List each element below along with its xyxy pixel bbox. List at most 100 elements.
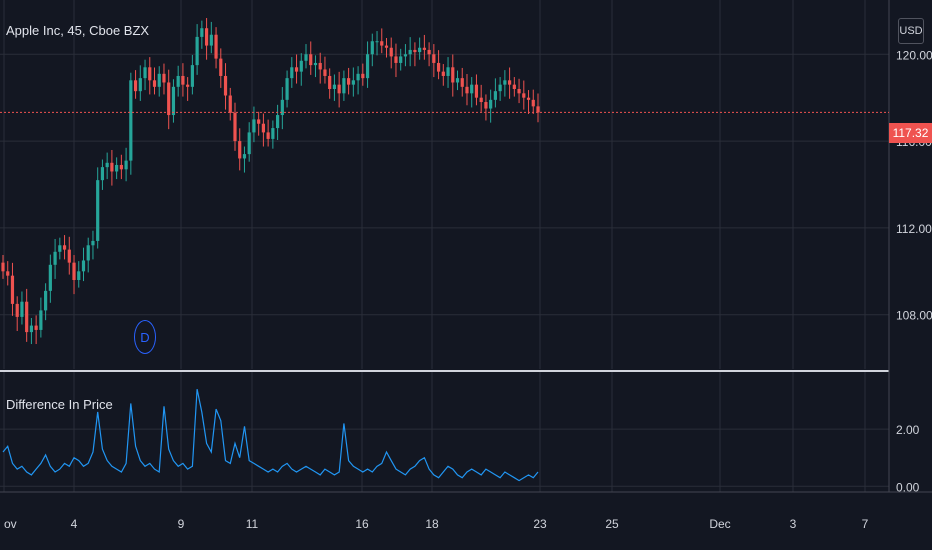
- candle-up: [370, 41, 374, 55]
- candle-down: [167, 82, 171, 116]
- candle-up: [20, 301, 24, 317]
- time-tick-label: Dec: [709, 517, 730, 531]
- currency-button[interactable]: USD: [898, 18, 924, 44]
- candle-down: [441, 71, 445, 76]
- candle-down: [162, 73, 166, 83]
- candle-down: [517, 88, 521, 94]
- indicator-tick-label: 0.00: [896, 480, 920, 494]
- candle-up: [418, 47, 422, 53]
- candle-up: [53, 251, 57, 265]
- time-axis-ticks: ov 4 9 11 16 18 23 25 Dec 3 7: [4, 517, 869, 531]
- candle-down: [347, 78, 351, 85]
- current-price-tag: 117.32: [889, 123, 932, 143]
- candle-up: [280, 99, 284, 116]
- candle-down: [133, 80, 138, 92]
- candle-down: [413, 49, 417, 53]
- candle-down: [389, 47, 393, 57]
- time-tick-label: 23: [533, 517, 547, 531]
- candle-up: [332, 84, 337, 89]
- candle-up: [190, 65, 194, 87]
- candle-up: [129, 80, 133, 161]
- difference-in-price-line: [2, 388, 539, 482]
- candle-down: [228, 95, 232, 113]
- candle-down: [394, 56, 398, 63]
- candle-down: [10, 275, 15, 304]
- candle-up: [290, 67, 294, 79]
- candle-down: [214, 34, 218, 59]
- candle-down: [460, 78, 464, 87]
- indicator-tick-label: 2.00: [896, 423, 920, 437]
- candle-up: [29, 325, 34, 333]
- candle-down: [72, 262, 76, 281]
- candle-down: [148, 67, 152, 81]
- candle-down: [484, 102, 488, 109]
- candle-down: [522, 93, 526, 98]
- candle-up: [403, 54, 408, 57]
- candle-up: [252, 119, 256, 133]
- time-tick-label: 4: [71, 517, 78, 531]
- candle-up: [313, 62, 318, 66]
- candle-up: [299, 60, 303, 72]
- candle-down: [15, 303, 19, 317]
- candle-up: [375, 41, 379, 43]
- indicator-title: Difference In Price: [6, 397, 113, 412]
- candle-down: [152, 80, 157, 87]
- candle-down: [318, 62, 322, 70]
- candle-up: [77, 271, 81, 281]
- candle-down: [110, 162, 114, 172]
- candle-down: [181, 75, 185, 85]
- candle-up: [446, 67, 450, 76]
- candle-up: [365, 54, 370, 79]
- candle-down: [257, 119, 261, 124]
- candle-up: [143, 67, 147, 79]
- candle-up: [356, 73, 360, 81]
- candle-series: [1, 18, 540, 345]
- time-tick-label: 11: [246, 517, 259, 531]
- dividend-marker[interactable]: D: [134, 320, 156, 354]
- candle-down: [25, 301, 29, 333]
- candle-up: [489, 99, 493, 109]
- candle-up: [171, 86, 176, 116]
- candle-up: [408, 49, 412, 55]
- candle-up: [176, 75, 180, 87]
- candle-down: [323, 69, 327, 76]
- candle-up: [271, 128, 275, 139]
- candle-up: [91, 240, 95, 246]
- candle-down: [62, 245, 67, 250]
- candle-down: [223, 75, 228, 96]
- candle-down: [465, 86, 469, 94]
- candle-down: [384, 45, 389, 48]
- candle-down: [422, 47, 426, 50]
- price-tick-label: 112.00: [896, 222, 932, 236]
- candle-up: [138, 78, 142, 92]
- candle-up: [351, 80, 355, 85]
- candle-down: [337, 84, 341, 94]
- time-grid: [3, 0, 866, 492]
- candle-up: [39, 310, 43, 330]
- candle-up: [124, 160, 128, 170]
- time-tick-label: ov: [4, 517, 17, 531]
- candle-down: [512, 84, 516, 89]
- candle-up: [195, 36, 199, 66]
- candle-down: [186, 84, 190, 87]
- candle-down: [479, 97, 483, 103]
- time-tick-label: 9: [178, 517, 185, 531]
- indicator-axis-ticks: 2.00 0.00: [896, 423, 920, 494]
- candle-down: [309, 54, 313, 66]
- candle-down: [536, 106, 540, 113]
- time-tick-label: 7: [862, 517, 869, 531]
- time-tick-label: 18: [425, 517, 439, 531]
- candle-up: [498, 84, 502, 92]
- candle-up: [48, 264, 52, 291]
- candle-down: [233, 112, 237, 142]
- price-grid: [0, 53, 889, 487]
- candle-down: [266, 132, 270, 139]
- candle-up: [58, 245, 62, 252]
- candle-down: [427, 49, 431, 55]
- candle-down: [67, 249, 71, 263]
- price-tick-label: 120.00: [896, 48, 932, 62]
- candle-up: [276, 115, 280, 129]
- candle-down: [34, 325, 38, 330]
